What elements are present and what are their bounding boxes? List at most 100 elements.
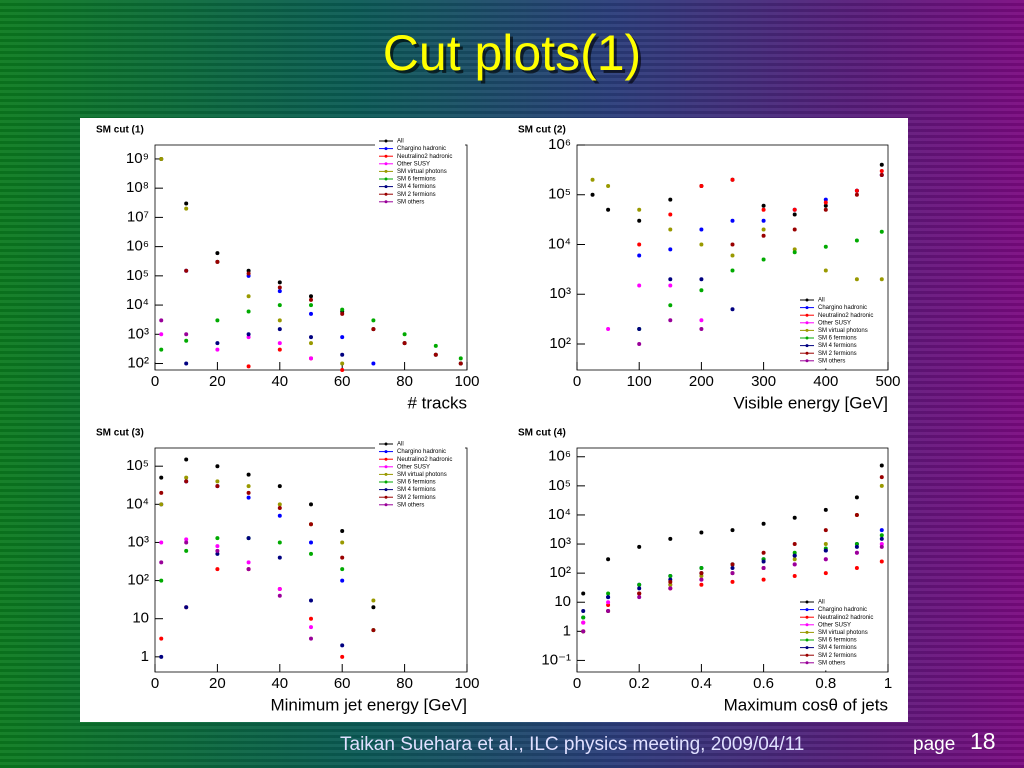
y-tick-label: 10⁵ (548, 186, 571, 203)
legend-label: All (818, 298, 825, 304)
legend-label: Other SUSY (397, 464, 430, 470)
data-point (823, 207, 828, 212)
data-point (581, 629, 586, 634)
legend-marker (384, 154, 388, 158)
data-point (277, 513, 282, 518)
data-point (854, 566, 859, 571)
x-tick-label: 20 (209, 675, 226, 692)
legend-label: SM virtual photons (818, 328, 868, 334)
data-point (309, 540, 313, 545)
legend-marker (384, 442, 388, 446)
data-point (309, 625, 313, 630)
data-point (699, 318, 704, 323)
legend-label: Chargino hadronic (818, 305, 867, 311)
data-point (184, 548, 189, 553)
legend-label: Neutralino2 hadronic (818, 313, 873, 319)
data-point (606, 595, 611, 600)
data-point (309, 335, 313, 340)
slide-title: Cut plots(1) (383, 25, 641, 81)
data-point (854, 277, 859, 282)
y-tick-label: 10⁵ (126, 457, 149, 474)
data-point (246, 472, 251, 477)
data-point (340, 335, 345, 340)
data-point (823, 557, 828, 562)
data-point (159, 490, 164, 495)
data-point (371, 598, 376, 603)
data-point (761, 521, 766, 526)
x-tick-label: 0 (151, 373, 159, 390)
data-point (823, 571, 828, 576)
data-point (668, 579, 673, 584)
y-tick-label: 10³ (127, 325, 149, 342)
data-point (159, 318, 164, 323)
y-tick-label: 1 (563, 622, 571, 639)
data-point (309, 341, 313, 346)
x-tick-label: 400 (813, 373, 838, 390)
data-point (761, 227, 766, 232)
legend-label: Other SUSY (818, 320, 851, 326)
y-tick-label: 10 (132, 610, 149, 627)
data-point (246, 332, 251, 337)
legend-label: All (397, 442, 404, 448)
data-point (879, 533, 884, 538)
data-point (581, 620, 586, 625)
data-point (277, 347, 282, 352)
data-point (184, 361, 189, 366)
legend-marker (384, 465, 388, 469)
data-point (699, 288, 704, 293)
data-point (823, 268, 828, 273)
data-point (590, 192, 595, 197)
data-point (184, 206, 189, 211)
data-point (433, 352, 438, 357)
legend-label: SM virtual photons (397, 472, 447, 478)
data-point (277, 540, 282, 545)
data-point (792, 227, 797, 232)
legend-marker (384, 457, 388, 461)
data-point (340, 643, 345, 648)
data-point (761, 566, 766, 571)
data-point (215, 341, 220, 346)
legend-label: SM virtual photons (818, 630, 868, 636)
y-tick-label: 10⁴ (548, 506, 571, 523)
data-point (879, 475, 884, 480)
legend-marker (805, 321, 809, 325)
legend-label: SM 4 fermions (397, 184, 436, 190)
x-tick-label: 80 (396, 675, 413, 692)
data-point (730, 528, 735, 533)
x-tick-label: 0.2 (629, 675, 650, 692)
data-point (761, 218, 766, 223)
legend-marker (805, 298, 809, 302)
legend-label: SM 2 fermions (397, 495, 436, 501)
legend-marker (384, 192, 388, 196)
data-point (823, 244, 828, 249)
plot-frame (154, 447, 468, 673)
data-point (792, 557, 797, 562)
x-tick-label: 20 (209, 373, 226, 390)
data-point (699, 227, 704, 232)
data-point (433, 343, 438, 348)
x-tick-label: 40 (271, 675, 288, 692)
data-point (277, 303, 282, 308)
x-axis-title: Maximum cosθ of jets (724, 695, 888, 714)
data-point (159, 475, 164, 480)
data-point (590, 177, 595, 182)
data-point (823, 507, 828, 512)
data-point (371, 605, 376, 610)
data-point (637, 242, 642, 247)
y-tick-label: 10² (127, 572, 149, 589)
data-point (309, 502, 313, 507)
data-point (730, 268, 735, 273)
data-point (340, 352, 345, 357)
data-point (159, 332, 164, 337)
data-point (402, 341, 407, 346)
data-point (159, 502, 164, 507)
data-point (340, 654, 345, 659)
x-tick-label: 1 (884, 675, 892, 692)
data-point (761, 577, 766, 582)
legend-label: SM 2 fermions (397, 192, 436, 198)
data-point (309, 356, 313, 361)
x-tick-label: 0 (151, 675, 159, 692)
data-point (340, 540, 345, 545)
legend-label: Chargino hadronic (397, 146, 446, 152)
data-point (340, 368, 345, 372)
